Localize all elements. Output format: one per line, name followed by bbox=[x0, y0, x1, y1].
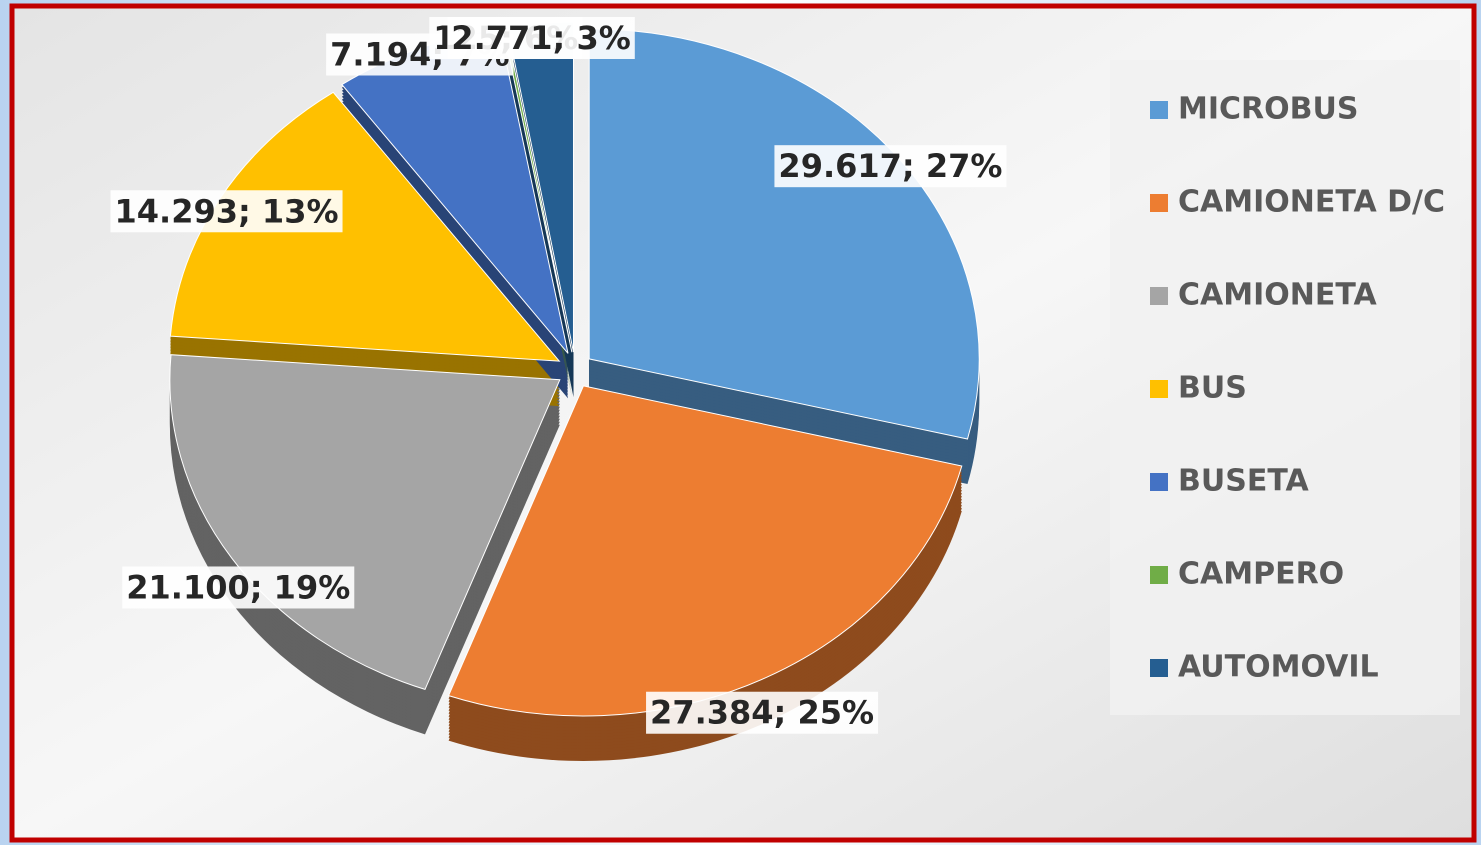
legend-swatch bbox=[1150, 566, 1168, 584]
legend-swatch bbox=[1150, 194, 1168, 212]
legend-label: CAMIONETA D/C bbox=[1178, 185, 1445, 220]
legend-box bbox=[1110, 60, 1460, 715]
legend-label: CAMPERO bbox=[1178, 557, 1344, 592]
data-label: 14.293; 13% bbox=[115, 192, 339, 230]
data-label-bg bbox=[110, 190, 343, 233]
slice bbox=[169, 354, 561, 691]
legend-label: MICROBUS bbox=[1178, 92, 1358, 127]
legend-swatch bbox=[1150, 101, 1168, 119]
data-label: 21.100; 19% bbox=[126, 568, 350, 606]
legend-swatch bbox=[1150, 473, 1168, 491]
data-label-bg bbox=[122, 566, 355, 609]
data-label-group: 29.617; 27% bbox=[774, 145, 1007, 188]
data-label: 29.617; 27% bbox=[778, 147, 1002, 185]
data-label: 2.771; 3% bbox=[451, 19, 630, 57]
data-label-group: 21.100; 19% bbox=[122, 566, 355, 609]
data-label-bg bbox=[646, 691, 879, 734]
slice bbox=[447, 385, 963, 717]
legend-label: CAMIONETA bbox=[1178, 278, 1377, 313]
legend-label: BUS bbox=[1178, 371, 1247, 406]
legend-swatch bbox=[1150, 287, 1168, 305]
legend-label: BUSETA bbox=[1178, 464, 1309, 499]
data-label-group: 2.771; 3% bbox=[447, 17, 635, 59]
data-label-bg bbox=[447, 17, 635, 59]
data-label-bg bbox=[774, 145, 1007, 188]
data-label-group: 14.293; 13% bbox=[110, 190, 343, 233]
legend-label: AUTOMOVIL bbox=[1178, 650, 1379, 685]
legend-swatch bbox=[1150, 659, 1168, 677]
legend-swatch bbox=[1150, 380, 1168, 398]
data-label-group: 27.384; 25% bbox=[646, 691, 879, 734]
data-label: 27.384; 25% bbox=[650, 694, 874, 732]
